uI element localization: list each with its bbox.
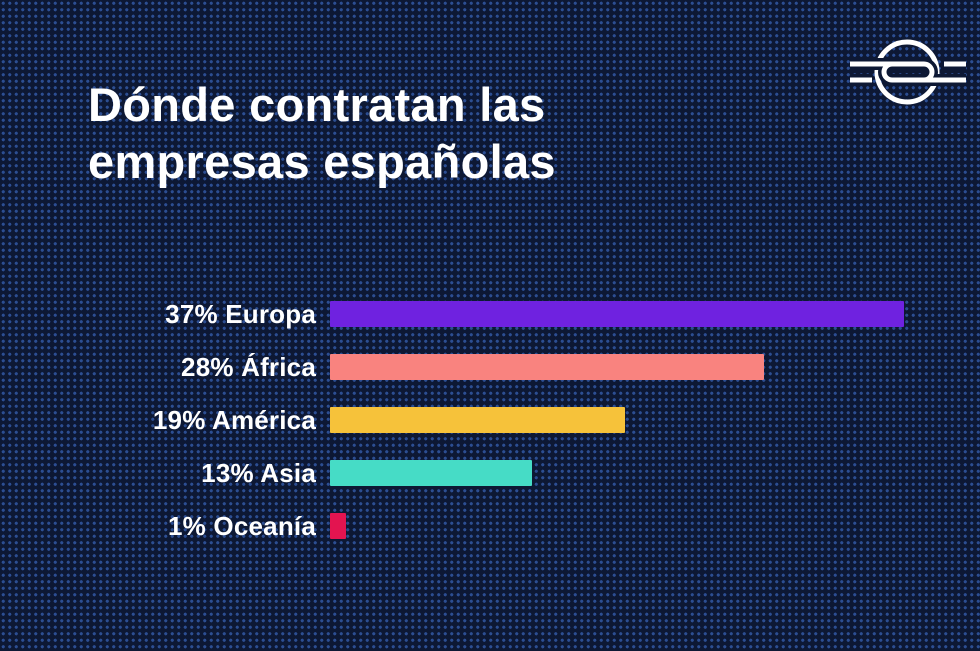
page-title: Dónde contratan las empresas españolas xyxy=(88,76,556,190)
bar-oceania xyxy=(330,513,346,539)
bar-label-america: 19% América xyxy=(152,405,316,435)
title-line-1: Dónde contratan las xyxy=(88,78,546,131)
bar-asia xyxy=(330,460,532,486)
bar-africa xyxy=(330,354,764,380)
bar-america xyxy=(330,407,625,433)
bar-label-europa: 37% Europa xyxy=(165,299,316,329)
bar-label-africa: 28% África xyxy=(181,352,316,382)
chart-row-asia: 13% Asia xyxy=(0,460,980,486)
bar-label-asia: 13% Asia xyxy=(201,458,316,488)
chart-row-europa: 37% Europa xyxy=(0,301,980,327)
chart-row-america: 19% América xyxy=(0,407,980,433)
bar-label-oceania: 1% Oceanía xyxy=(168,511,316,541)
title-line-2: empresas españolas xyxy=(88,135,556,188)
brand-s-logo-icon xyxy=(850,39,966,105)
bar-europa xyxy=(330,301,904,327)
chart-row-oceania: 1% Oceanía xyxy=(0,513,980,539)
chart-row-africa: 28% África xyxy=(0,354,980,380)
